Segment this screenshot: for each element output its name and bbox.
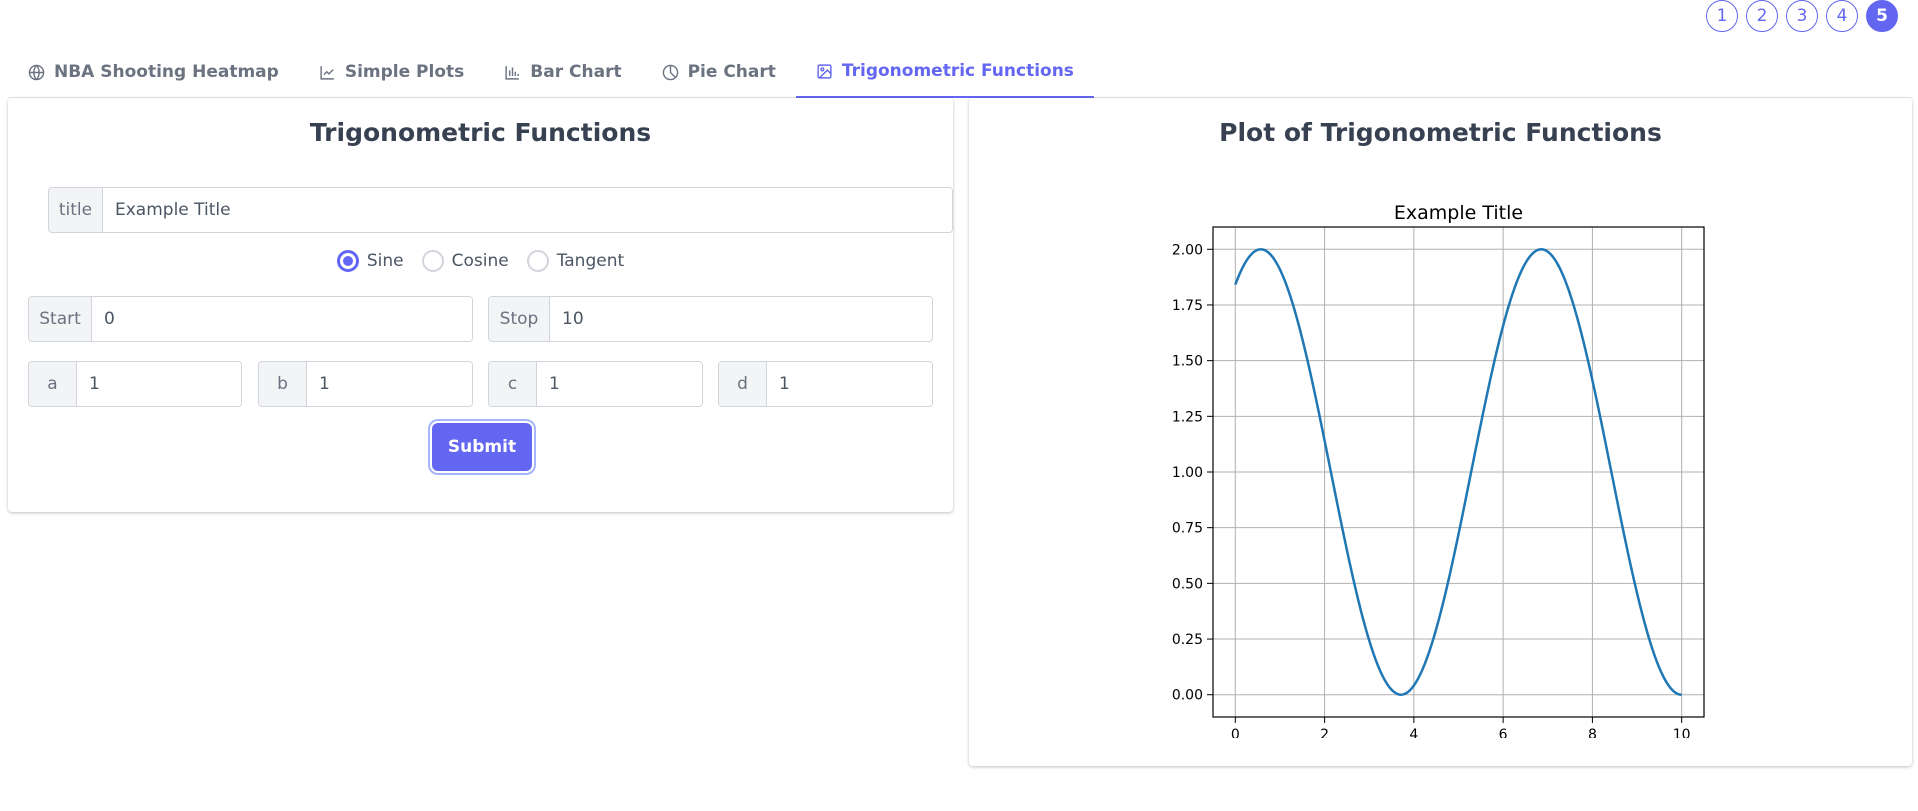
x-tick-label: 8 xyxy=(1588,727,1597,738)
radio-label: Sine xyxy=(366,251,404,271)
y-tick-label: 0.50 xyxy=(1172,576,1203,592)
tab-simple-plots[interactable]: Simple Plots xyxy=(299,46,484,98)
line-chart-icon xyxy=(319,64,336,81)
tab-trigonometric-functions[interactable]: Trigonometric Functions xyxy=(795,46,1094,98)
c-label: c xyxy=(489,362,537,406)
d-label: d xyxy=(719,362,767,406)
radio-cosine[interactable]: Cosine xyxy=(421,250,509,272)
radio-indicator xyxy=(526,250,549,272)
radio-indicator xyxy=(336,250,359,272)
b-input-group: b xyxy=(258,361,473,407)
tab-nba-shooting-heatmap[interactable]: NBA Shooting Heatmap xyxy=(8,46,299,98)
pie-chart-icon xyxy=(662,64,679,81)
image-icon xyxy=(816,63,833,80)
bar-chart-icon xyxy=(504,64,521,81)
tab-bar: NBA Shooting Heatmap Simple Plots Bar Ch… xyxy=(8,46,1913,98)
c-input[interactable] xyxy=(537,362,702,406)
stop-input-group: Stop xyxy=(488,296,933,342)
x-tick-label: 4 xyxy=(1409,727,1418,738)
y-tick-label: 0.75 xyxy=(1172,521,1203,537)
a-label: a xyxy=(29,362,77,406)
stop-input[interactable] xyxy=(550,297,932,341)
y-tick-label: 2.00 xyxy=(1172,242,1203,258)
radio-indicator xyxy=(421,250,444,272)
a-input-group: a xyxy=(28,361,242,407)
submit-button[interactable]: Submit xyxy=(432,423,532,471)
tab-label: Simple Plots xyxy=(344,62,465,82)
pagination: 1 2 3 4 5 xyxy=(1706,0,1898,32)
d-input[interactable] xyxy=(767,362,932,406)
title-input[interactable] xyxy=(103,188,952,232)
x-tick-label: 10 xyxy=(1673,727,1691,738)
stop-label: Stop xyxy=(489,297,550,341)
plot-heading: Plot of Trigonometric Functions xyxy=(1219,118,1662,147)
page-button-1[interactable]: 1 xyxy=(1706,0,1738,32)
globe-icon xyxy=(28,64,45,81)
tab-label: NBA Shooting Heatmap xyxy=(54,62,279,82)
x-tick-label: 0 xyxy=(1231,727,1240,738)
radio-label: Tangent xyxy=(556,251,625,271)
tab-pie-chart[interactable]: Pie Chart xyxy=(642,46,796,98)
b-label: b xyxy=(259,362,307,406)
page-button-5[interactable]: 5 xyxy=(1866,0,1898,32)
tab-bar-chart[interactable]: Bar Chart xyxy=(484,46,641,98)
start-input-group: Start xyxy=(28,296,473,342)
tab-label: Trigonometric Functions xyxy=(841,61,1074,81)
y-tick-label: 1.75 xyxy=(1172,298,1203,314)
trig-form-card: Trigonometric Functions title Sine Cosin… xyxy=(8,98,953,512)
b-input[interactable] xyxy=(307,362,472,406)
radio-sine[interactable]: Sine xyxy=(336,250,404,272)
x-tick-label: 2 xyxy=(1320,727,1329,738)
page-button-2[interactable]: 2 xyxy=(1746,0,1778,32)
c-input-group: c xyxy=(488,361,703,407)
title-label: title xyxy=(49,188,103,232)
x-tick-label: 6 xyxy=(1499,727,1508,738)
start-label: Start xyxy=(29,297,92,341)
trig-chart: 0 2 4 6 8 10 0.00 0.25 0.50 0.75 1.00 1.25 1.50 1.75 2… xyxy=(1172,202,1705,738)
title-input-group: title xyxy=(48,187,953,233)
function-radio-group: Sine Cosine Tangent xyxy=(8,250,953,272)
form-heading: Trigonometric Functions xyxy=(309,118,652,147)
d-input-group: d xyxy=(718,361,933,407)
y-tick-label: 1.25 xyxy=(1172,409,1203,425)
y-tick-label: 0.25 xyxy=(1172,632,1203,648)
tab-label: Bar Chart xyxy=(530,62,622,82)
chart-title: Example Title xyxy=(1394,202,1523,224)
y-tick-label: 1.00 xyxy=(1172,465,1203,481)
start-input[interactable] xyxy=(92,297,472,341)
page-button-3[interactable]: 3 xyxy=(1786,0,1818,32)
page-button-4[interactable]: 4 xyxy=(1826,0,1858,32)
series-line xyxy=(1234,248,1682,696)
y-tick-label: 1.50 xyxy=(1172,354,1203,370)
radio-label: Cosine xyxy=(451,251,509,271)
y-tick-label: 0.00 xyxy=(1172,688,1203,704)
radio-tangent[interactable]: Tangent xyxy=(526,250,625,272)
tab-label: Pie Chart xyxy=(687,62,776,82)
a-input[interactable] xyxy=(77,362,241,406)
plot-card: Plot of Trigonometric Functions 0 2 4 6 8 10 0… xyxy=(969,98,1912,766)
